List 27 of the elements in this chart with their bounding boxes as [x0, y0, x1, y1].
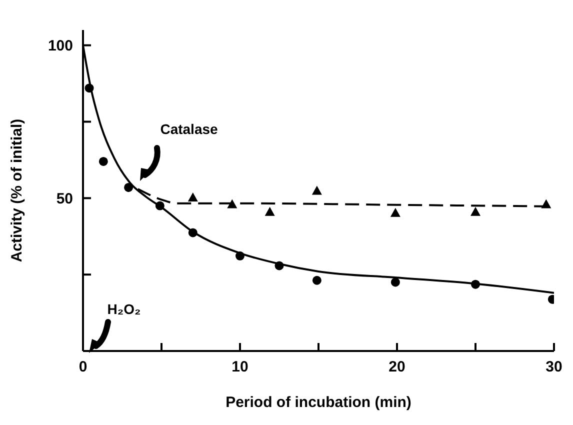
annotation: H₂O₂	[107, 301, 141, 317]
x-axis-title: Period of incubation (min)	[226, 394, 412, 411]
point	[124, 182, 134, 192]
point	[188, 192, 198, 202]
annotation: Catalase	[160, 121, 218, 137]
point	[236, 251, 244, 260]
point	[274, 261, 284, 270]
point	[227, 199, 238, 208]
y-axis-title: Activity (% of initial)	[8, 118, 26, 262]
x-tick-label: 0	[78, 358, 88, 376]
y-tick-label: 50	[56, 190, 73, 208]
point	[155, 201, 164, 210]
x-tick-label: 30	[546, 358, 562, 376]
x-tick-label: 20	[388, 358, 406, 376]
point	[390, 208, 400, 217]
point	[98, 156, 108, 166]
point	[84, 84, 94, 93]
point	[188, 228, 198, 238]
point	[312, 276, 322, 285]
point	[264, 206, 275, 216]
point	[541, 199, 552, 208]
point	[312, 186, 322, 195]
point	[390, 278, 400, 287]
point	[470, 206, 480, 216]
x-tick-label: 10	[232, 358, 248, 376]
y-tick-label: 100	[48, 38, 73, 55]
point	[471, 280, 480, 289]
